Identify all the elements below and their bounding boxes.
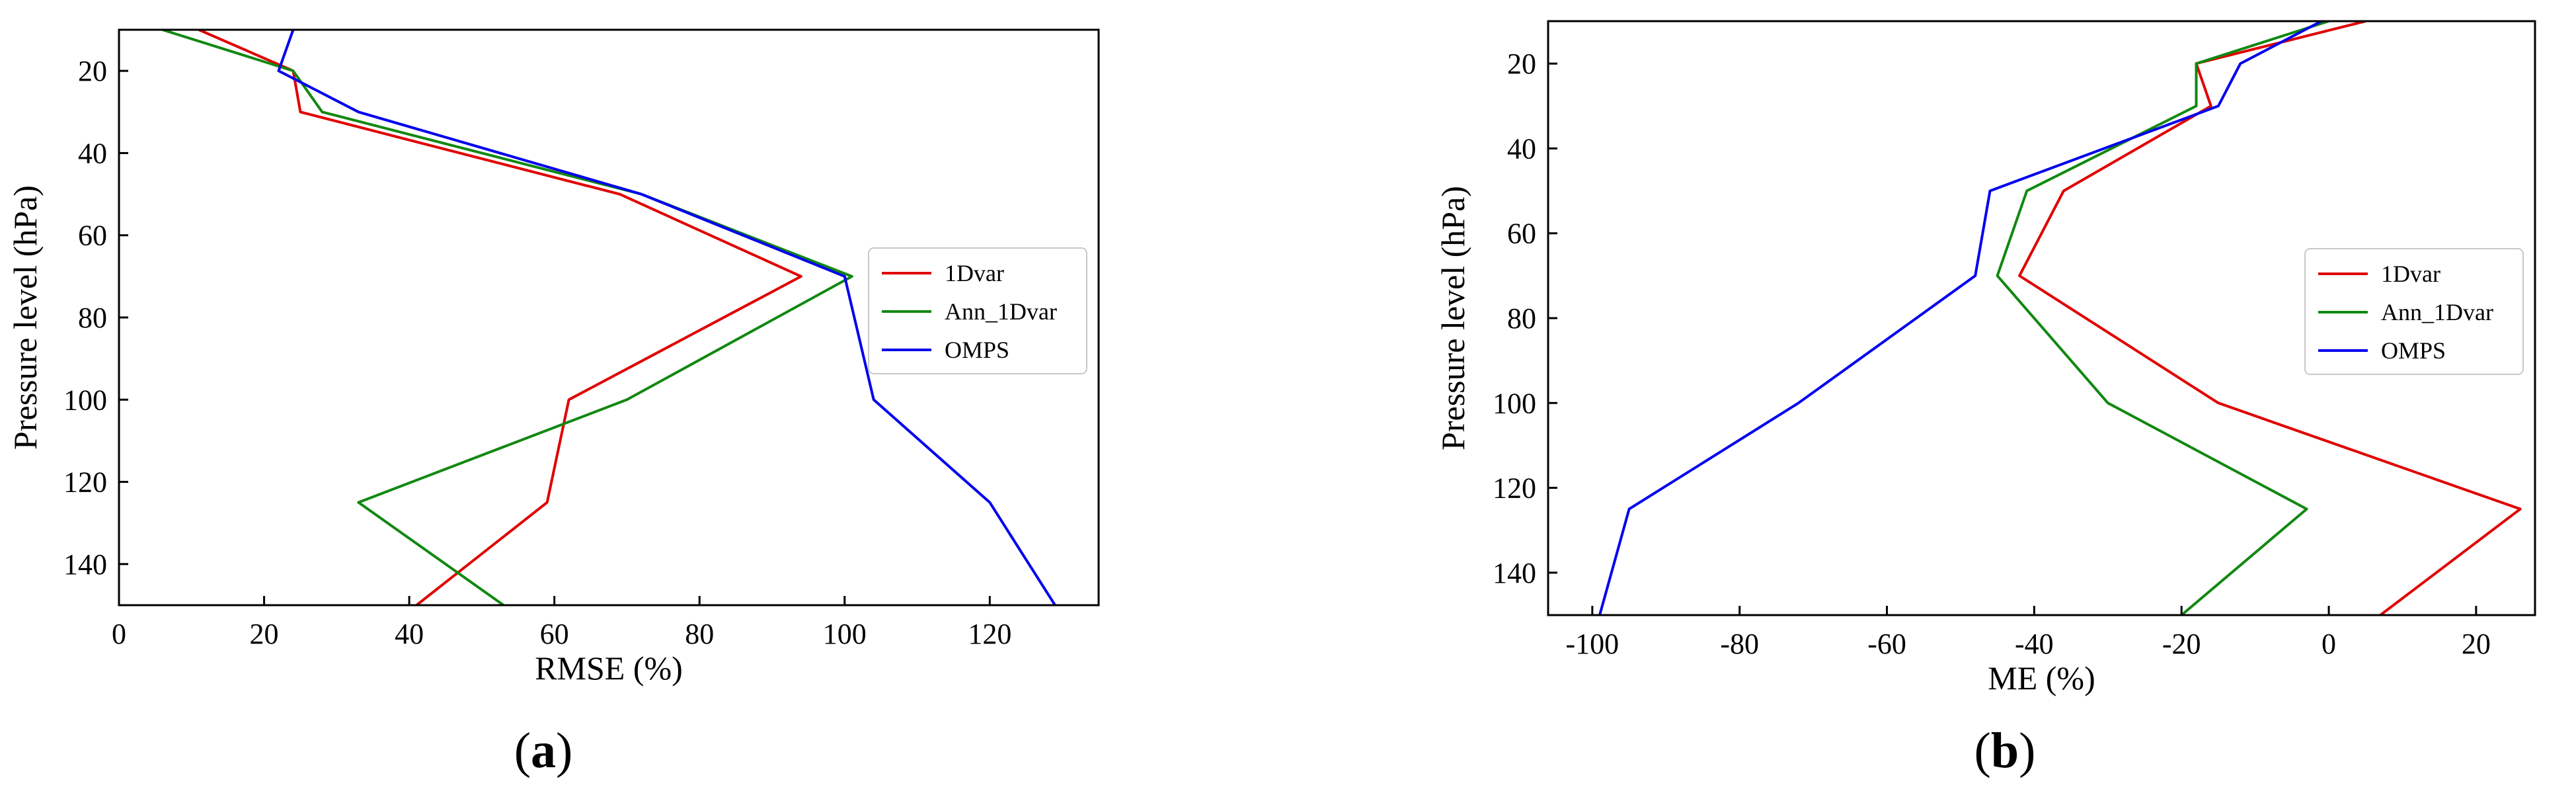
series-line-1dvar (2018, 21, 2522, 615)
x-tick-label: -80 (1720, 628, 1759, 660)
y-axis-label: Pressure level (hPa) (7, 185, 44, 450)
legend-label-1dvar: 1Dvar (2381, 261, 2440, 287)
series-line-ann_1dvar (162, 30, 853, 605)
chart-panel-b: -100 -80 -60 -40 -20 0 20 20 40 60 80 100 120 140 ME (… (1434, 20, 2536, 778)
x-axis-label: RMSE (%) (535, 649, 683, 687)
legend-box (868, 247, 1087, 374)
series-line-1dvar (198, 30, 802, 605)
panel-label: (a) (514, 723, 573, 778)
x-tick-label: -100 (1566, 628, 1620, 660)
legend-label-omps: OMPS (2381, 337, 2446, 364)
y-tick-label: 80 (1507, 302, 1536, 335)
series-line-omps (1598, 21, 2322, 615)
x-tick-label: 20 (250, 618, 279, 650)
x-tick-label: 0 (2322, 628, 2336, 660)
panel-letter: b (1991, 723, 2019, 778)
chart-panel-a: 0 20 40 60 80 100 120 20 40 60 80 100 120 140 RMSE (%)… (7, 28, 1100, 778)
x-tick-label: 100 (823, 618, 867, 650)
y-tick-label: 80 (78, 302, 107, 334)
x-tick-label: -60 (1867, 628, 1906, 660)
series-line-ann_1dvar (1996, 21, 2329, 615)
y-tick-label: 100 (63, 384, 107, 416)
panel-letter: a (531, 723, 556, 778)
y-axis-label: Pressure level (hPa) (1434, 186, 1471, 450)
panel-label: (b) (1974, 723, 2036, 778)
legend-box (2304, 248, 2524, 375)
legend-label-omps: OMPS (945, 337, 1009, 363)
legend-label-ann_1dvar: Ann_1Dvar (945, 298, 1057, 325)
x-tick-label: 40 (395, 618, 424, 650)
y-tick-label: 140 (1493, 557, 1536, 589)
y-tick-label: 100 (1493, 387, 1536, 419)
legend-label-1dvar: 1Dvar (945, 260, 1004, 286)
legend: 1Dvar Ann_1Dvar OMPS (2304, 248, 2524, 375)
y-tick-label: 20 (1507, 48, 1536, 80)
x-axis-label: ME (%) (1988, 659, 2095, 696)
x-tick-label: 20 (2462, 628, 2491, 660)
x-tick-label: -20 (2162, 628, 2201, 660)
x-tick-label: 80 (685, 618, 714, 650)
series-line-omps (277, 30, 1056, 605)
y-tick-label: 20 (78, 55, 107, 87)
y-tick-label: 60 (78, 220, 107, 252)
legend-label-ann_1dvar: Ann_1Dvar (2381, 299, 2493, 325)
x-tick-label: -40 (2015, 628, 2054, 660)
x-tick-label: 120 (968, 618, 1011, 650)
y-tick-label: 140 (63, 548, 107, 581)
y-tick-label: 60 (1507, 218, 1536, 250)
x-tick-label: 60 (540, 618, 569, 650)
y-tick-label: 40 (78, 137, 107, 169)
legend: 1Dvar Ann_1Dvar OMPS (868, 247, 1087, 374)
x-tick-label: 0 (112, 618, 126, 650)
y-tick-label: 120 (63, 466, 107, 499)
y-tick-label: 40 (1507, 132, 1536, 165)
y-tick-label: 120 (1493, 472, 1536, 505)
